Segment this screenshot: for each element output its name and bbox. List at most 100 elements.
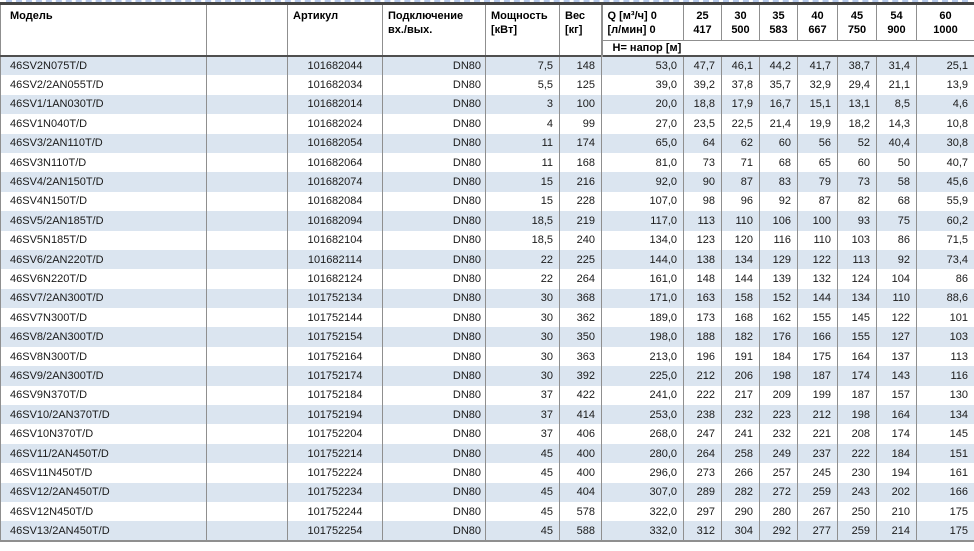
- head-q35-cell: 272: [759, 482, 798, 502]
- head-q45-cell: 18,2: [837, 114, 877, 134]
- head-q60-cell: 175: [916, 521, 974, 541]
- flow-q-value: 45: [850, 10, 864, 22]
- head-q25-cell: 247: [683, 424, 722, 444]
- head-q30-cell: 62: [721, 133, 760, 153]
- col-header-power-line2: [кВт]: [491, 24, 518, 36]
- empty-cell: [206, 308, 288, 328]
- connection-cell: DN80: [382, 424, 486, 444]
- model-cell: 46SV3/2AN110T/D: [0, 133, 207, 153]
- power-cell: 37: [485, 405, 560, 425]
- head-q40-cell: 199: [797, 385, 838, 406]
- article-cell: 101682014: [287, 94, 383, 115]
- power-cell: 45: [485, 482, 560, 502]
- head-q54-cell: 31,4: [876, 56, 917, 76]
- weight-cell: 168: [559, 152, 602, 173]
- table-row: 46SV9N370T/D 101752184 DN80 37 422 241,0…: [0, 385, 974, 406]
- head-q35-cell: 106: [759, 211, 798, 231]
- head-q60-cell: 166: [916, 482, 974, 502]
- head-q40-cell: 221: [797, 424, 838, 444]
- model-cell: 46SV12N450T/D: [0, 501, 207, 522]
- col-header-power-line1: Мощность: [491, 10, 548, 22]
- empty-cell: [206, 230, 288, 250]
- model-cell: 46SV4/2AN150T/D: [0, 172, 207, 192]
- connection-cell: DN80: [382, 114, 486, 134]
- head-q40-cell: 267: [797, 501, 838, 522]
- weight-cell: 414: [559, 405, 602, 425]
- model-cell: 46SV8N300T/D: [0, 346, 207, 367]
- table-row: 46SV11N450T/D 101752224 DN80 45 400 296,…: [0, 463, 974, 483]
- head-q35-cell: 184: [759, 346, 798, 367]
- weight-cell: 362: [559, 308, 602, 328]
- article-cell: 101682064: [287, 152, 383, 173]
- head-q40-cell: 132: [797, 269, 838, 289]
- table-row: 46SV4N150T/D 101682084 DN80 15 228 107,0…: [0, 191, 974, 212]
- table-row: 46SV3N110T/D 101682064 DN80 11 168 81,0 …: [0, 152, 974, 173]
- head-q35-cell: 129: [759, 249, 798, 270]
- head-q25-cell: 23,5: [683, 114, 722, 134]
- head-q54-cell: 75: [876, 211, 917, 231]
- head-q30-cell: 206: [721, 366, 760, 386]
- head-q30-cell: 71: [721, 152, 760, 173]
- col-header-connection: Подключение вх./вых.: [382, 3, 486, 56]
- weight-cell: 125: [559, 75, 602, 95]
- head-q54-cell: 137: [876, 346, 917, 367]
- head-q45-cell: 73: [837, 172, 877, 192]
- col-header-weight-line1: Вес: [565, 10, 586, 22]
- head-q0-cell: 241,0: [601, 385, 684, 406]
- table-row: 46SV12N450T/D 101752244 DN80 45 578 322,…: [0, 501, 974, 522]
- head-q25-cell: 222: [683, 385, 722, 406]
- head-q30-cell: 258: [721, 443, 760, 464]
- empty-cell: [206, 463, 288, 483]
- article-cell: 101752164: [287, 346, 383, 367]
- head-q0-cell: 20,0: [601, 94, 684, 115]
- connection-cell: DN80: [382, 249, 486, 270]
- empty-cell: [206, 269, 288, 289]
- power-cell: 45: [485, 443, 560, 464]
- head-q35-cell: 21,4: [759, 114, 798, 134]
- power-cell: 11: [485, 133, 560, 153]
- head-q45-cell: 13,1: [837, 94, 877, 115]
- head-q45-cell: 93: [837, 211, 877, 231]
- weight-cell: 363: [559, 346, 602, 367]
- connection-cell: DN80: [382, 269, 486, 289]
- head-q45-cell: 155: [837, 327, 877, 347]
- empty-cell: [206, 385, 288, 406]
- model-cell: 46SV7N300T/D: [0, 308, 207, 328]
- article-cell: 101682094: [287, 211, 383, 231]
- head-q25-cell: 113: [683, 211, 722, 231]
- head-q60-cell: 55,9: [916, 191, 974, 212]
- flow-q-value: 35: [772, 10, 785, 22]
- head-q30-cell: 266: [721, 463, 760, 483]
- article-cell: 101682114: [287, 249, 383, 270]
- table-row: 46SV2N075T/D 101682044 DN80 7,5 148 53,0…: [0, 56, 974, 76]
- head-q54-cell: 143: [876, 366, 917, 386]
- head-q30-cell: 191: [721, 346, 760, 367]
- model-cell: 46SV11/2AN450T/D: [0, 443, 207, 464]
- head-q30-cell: 120: [721, 230, 760, 250]
- weight-cell: 240: [559, 230, 602, 250]
- head-q25-cell: 64: [683, 133, 722, 153]
- weight-cell: 392: [559, 366, 602, 386]
- empty-cell: [206, 172, 288, 192]
- head-q60-cell: 73,4: [916, 249, 974, 270]
- power-cell: 45: [485, 463, 560, 483]
- empty-cell: [206, 405, 288, 425]
- head-q25-cell: 73: [683, 152, 722, 173]
- article-cell: 101752234: [287, 482, 383, 502]
- flow-lmin-value: 500: [731, 24, 750, 36]
- flow-lmin-value: 417: [693, 24, 712, 36]
- head-q45-cell: 29,4: [837, 75, 877, 95]
- model-cell: 46SV9/2AN300T/D: [0, 366, 207, 386]
- empty-cell: [206, 482, 288, 502]
- connection-cell: DN80: [382, 521, 486, 541]
- head-q35-cell: 249: [759, 443, 798, 464]
- table-row: 46SV10/2AN370T/D 101752194 DN80 37 414 2…: [0, 405, 974, 425]
- head-q30-cell: 304: [721, 521, 760, 541]
- head-q60-cell: 45,6: [916, 172, 974, 192]
- head-q54-cell: 92: [876, 249, 917, 270]
- connection-cell: DN80: [382, 133, 486, 153]
- head-q40-cell: 65: [797, 152, 838, 173]
- empty-cell: [206, 249, 288, 270]
- head-q25-cell: 148: [683, 269, 722, 289]
- empty-cell: [206, 327, 288, 347]
